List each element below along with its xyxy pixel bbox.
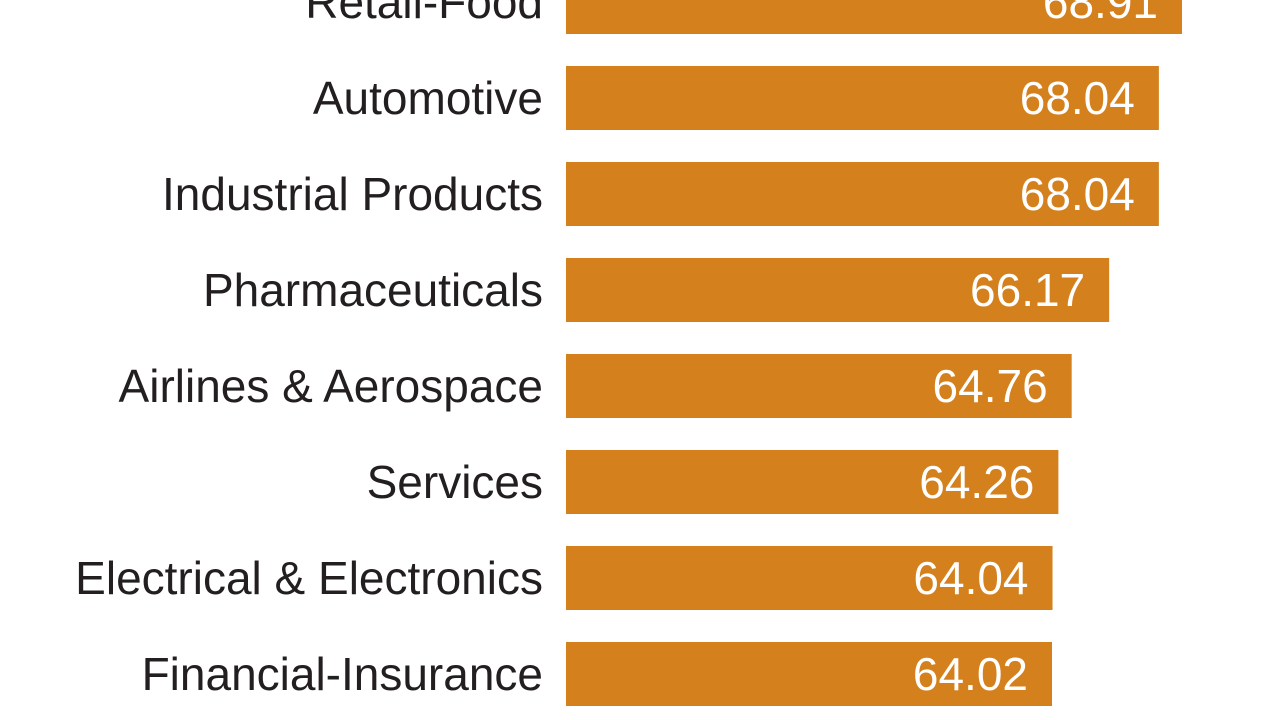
category-label: Automotive xyxy=(313,72,543,124)
category-label: Services xyxy=(367,456,543,508)
value-label: 68.04 xyxy=(1020,168,1135,220)
value-label: 64.76 xyxy=(933,360,1048,412)
category-label: Retail-Food xyxy=(305,0,543,28)
bar xyxy=(566,354,1072,418)
value-label: 68.91 xyxy=(1043,0,1158,28)
category-label: Electrical & Electronics xyxy=(75,552,543,604)
value-labels-group: 68.91 68.04 68.04 66.17 64.76 64.26 64.04 64.02 xyxy=(913,0,1158,700)
bar xyxy=(566,258,1110,322)
bar xyxy=(566,546,1053,610)
bar xyxy=(566,162,1159,226)
category-label: Industrial Products xyxy=(162,168,543,220)
bars-group xyxy=(566,0,1182,706)
bar xyxy=(566,0,1182,34)
value-label: 64.26 xyxy=(919,456,1034,508)
bar xyxy=(566,642,1052,706)
category-label: Pharmaceuticals xyxy=(203,264,543,316)
value-label: 64.04 xyxy=(913,552,1028,604)
category-label: Financial-Insurance xyxy=(142,648,543,700)
value-label: 66.17 xyxy=(970,264,1085,316)
bar xyxy=(566,450,1059,514)
value-label: 68.04 xyxy=(1020,72,1135,124)
bar xyxy=(566,66,1159,130)
category-label: Airlines & Aerospace xyxy=(119,360,543,412)
value-label: 64.02 xyxy=(913,648,1028,700)
category-labels-group: Retail-Food Automotive Industrial Products… xyxy=(75,0,543,700)
